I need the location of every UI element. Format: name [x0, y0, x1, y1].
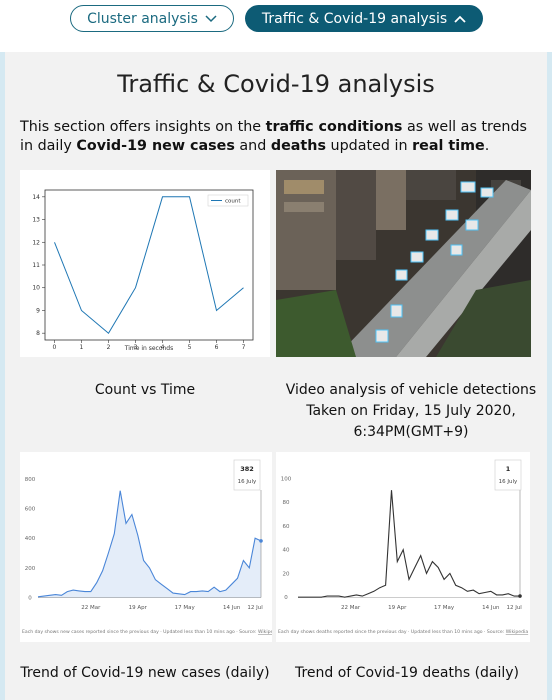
x-tick-label: 1 — [80, 344, 84, 351]
x-tick-label: 5 — [188, 344, 192, 351]
caption: Video analysis of vehicle detections Tak… — [270, 380, 552, 443]
intro-segment: real time — [412, 138, 485, 154]
button-label: Cluster analysis — [87, 10, 198, 27]
y-tick-label: 40 — [283, 548, 290, 554]
intro-segment: as well as trends in daily — [20, 119, 527, 154]
x-tick-label: 12 Jul — [506, 605, 522, 611]
x-tick-label: 14 Jun — [223, 605, 241, 611]
x-tick-label: 17 May — [434, 605, 455, 611]
intro-segment: . — [484, 138, 490, 154]
y-tick-label: 100 — [281, 476, 292, 482]
y-tick-label: 600 — [25, 507, 36, 513]
source-link: Wikipedia — [506, 629, 529, 635]
x-tick-label: 0 — [53, 344, 57, 351]
x-tick-label: 3 — [134, 344, 138, 351]
intro-segment: Covid-19 new cases — [76, 138, 235, 154]
button-label: Traffic & Covid-19 analysis — [261, 10, 448, 27]
caption-line: Video analysis of vehicle detections — [285, 382, 537, 398]
legend-box — [207, 194, 249, 207]
section-title: Traffic & Covid-19 analysis — [117, 70, 435, 98]
caption-line: 6:34PM(GMT+9) — [353, 424, 469, 440]
tooltip-value: 382 — [240, 465, 254, 473]
x-tick-label: 2 — [107, 344, 111, 351]
y-tick-label: 14 — [32, 194, 40, 201]
intro-segment: deaths — [270, 138, 326, 154]
tooltip-point — [518, 594, 522, 598]
tooltip-point — [259, 539, 263, 543]
y-tick-label: 0 — [28, 596, 32, 602]
y-tick-label: 13 — [32, 217, 40, 224]
x-tick-label: 17 May — [175, 605, 196, 611]
x-tick-label: 19 Apr — [388, 605, 407, 611]
x-tick-label: 12 Jul — [247, 605, 263, 611]
footnote-text: Each day shows deaths reported since the… — [278, 629, 506, 635]
legend-label: count — [225, 199, 241, 205]
y-tick-label: 9 — [36, 307, 40, 314]
intro-text: This section offers insights on the traf… — [20, 118, 540, 156]
y-tick-label: 400 — [25, 536, 36, 542]
x-tick-label: 4 — [161, 344, 165, 351]
x-tick-label: 14 Jun — [482, 605, 500, 611]
nav-button[interactable]: Traffic & Covid-19 analysis — [245, 5, 483, 32]
y-tick-label: 11 — [32, 262, 40, 269]
x-tick-label: 6 — [215, 344, 219, 351]
source-link: Wikipedia — [258, 629, 272, 635]
tooltip-date: 16 July — [499, 479, 518, 485]
y-tick-label: 800 — [25, 477, 36, 483]
x-tick-label: 19 Apr — [129, 605, 148, 611]
intro-segment: and — [234, 138, 271, 154]
chevron-up — [454, 15, 466, 23]
x-tick-label: 22 Mar — [81, 605, 101, 611]
y-tick-label: 8 — [36, 330, 40, 337]
chevron-down — [205, 14, 217, 22]
y-tick-label: 20 — [283, 571, 290, 577]
traffic-photo — [276, 170, 531, 357]
tooltip-box — [494, 459, 522, 491]
tooltip-date: 16 July — [238, 479, 257, 485]
y-tick-label: 200 — [25, 566, 36, 572]
line — [37, 490, 262, 598]
y-tick-label: 60 — [283, 524, 290, 530]
y-tick-label: 12 — [32, 239, 40, 246]
x-tick-label: 22 Mar — [341, 605, 361, 611]
intro-segment: This section offers insights on the — [20, 119, 266, 135]
nav-button[interactable]: Cluster analysis — [70, 5, 234, 32]
caption: Trend of Covid-19 new cases (daily) — [20, 665, 270, 681]
plot-frame — [44, 189, 254, 341]
caption: Trend of Covid-19 deaths (daily) — [294, 665, 520, 681]
y-tick-label: 10 — [32, 285, 40, 292]
deaths-chart: 0 20 40 60 80 100 22 Mar 19 Apr 17 May 14 Jun 12 J… — [276, 452, 530, 642]
x-tick-label: 7 — [242, 344, 246, 351]
line — [54, 196, 244, 334]
cases-chart: 0 200 400 600 800 22 Mar 19 Apr 17 May 14 Jun 12 … — [20, 452, 272, 642]
y-tick-label: 0 — [284, 595, 288, 601]
caption-line: Taken on Friday, 15 July 2020, — [306, 403, 516, 419]
line — [298, 490, 520, 598]
caption: Count vs Time — [94, 382, 196, 398]
footnote-text: Each day shows new cases reported since … — [22, 629, 258, 635]
intro-segment: updated in — [325, 138, 413, 154]
footnote: Each day shows deaths reported since the… — [278, 629, 528, 635]
y-tick-label: 80 — [283, 500, 290, 506]
intro-segment: traffic conditions — [265, 119, 403, 135]
area — [38, 490, 261, 598]
footnote: Each day shows new cases reported since … — [22, 629, 272, 635]
tooltip-box — [233, 459, 261, 491]
tooltip-value: 1 — [506, 465, 511, 473]
x-axis-label: Time in seconds — [124, 345, 174, 352]
